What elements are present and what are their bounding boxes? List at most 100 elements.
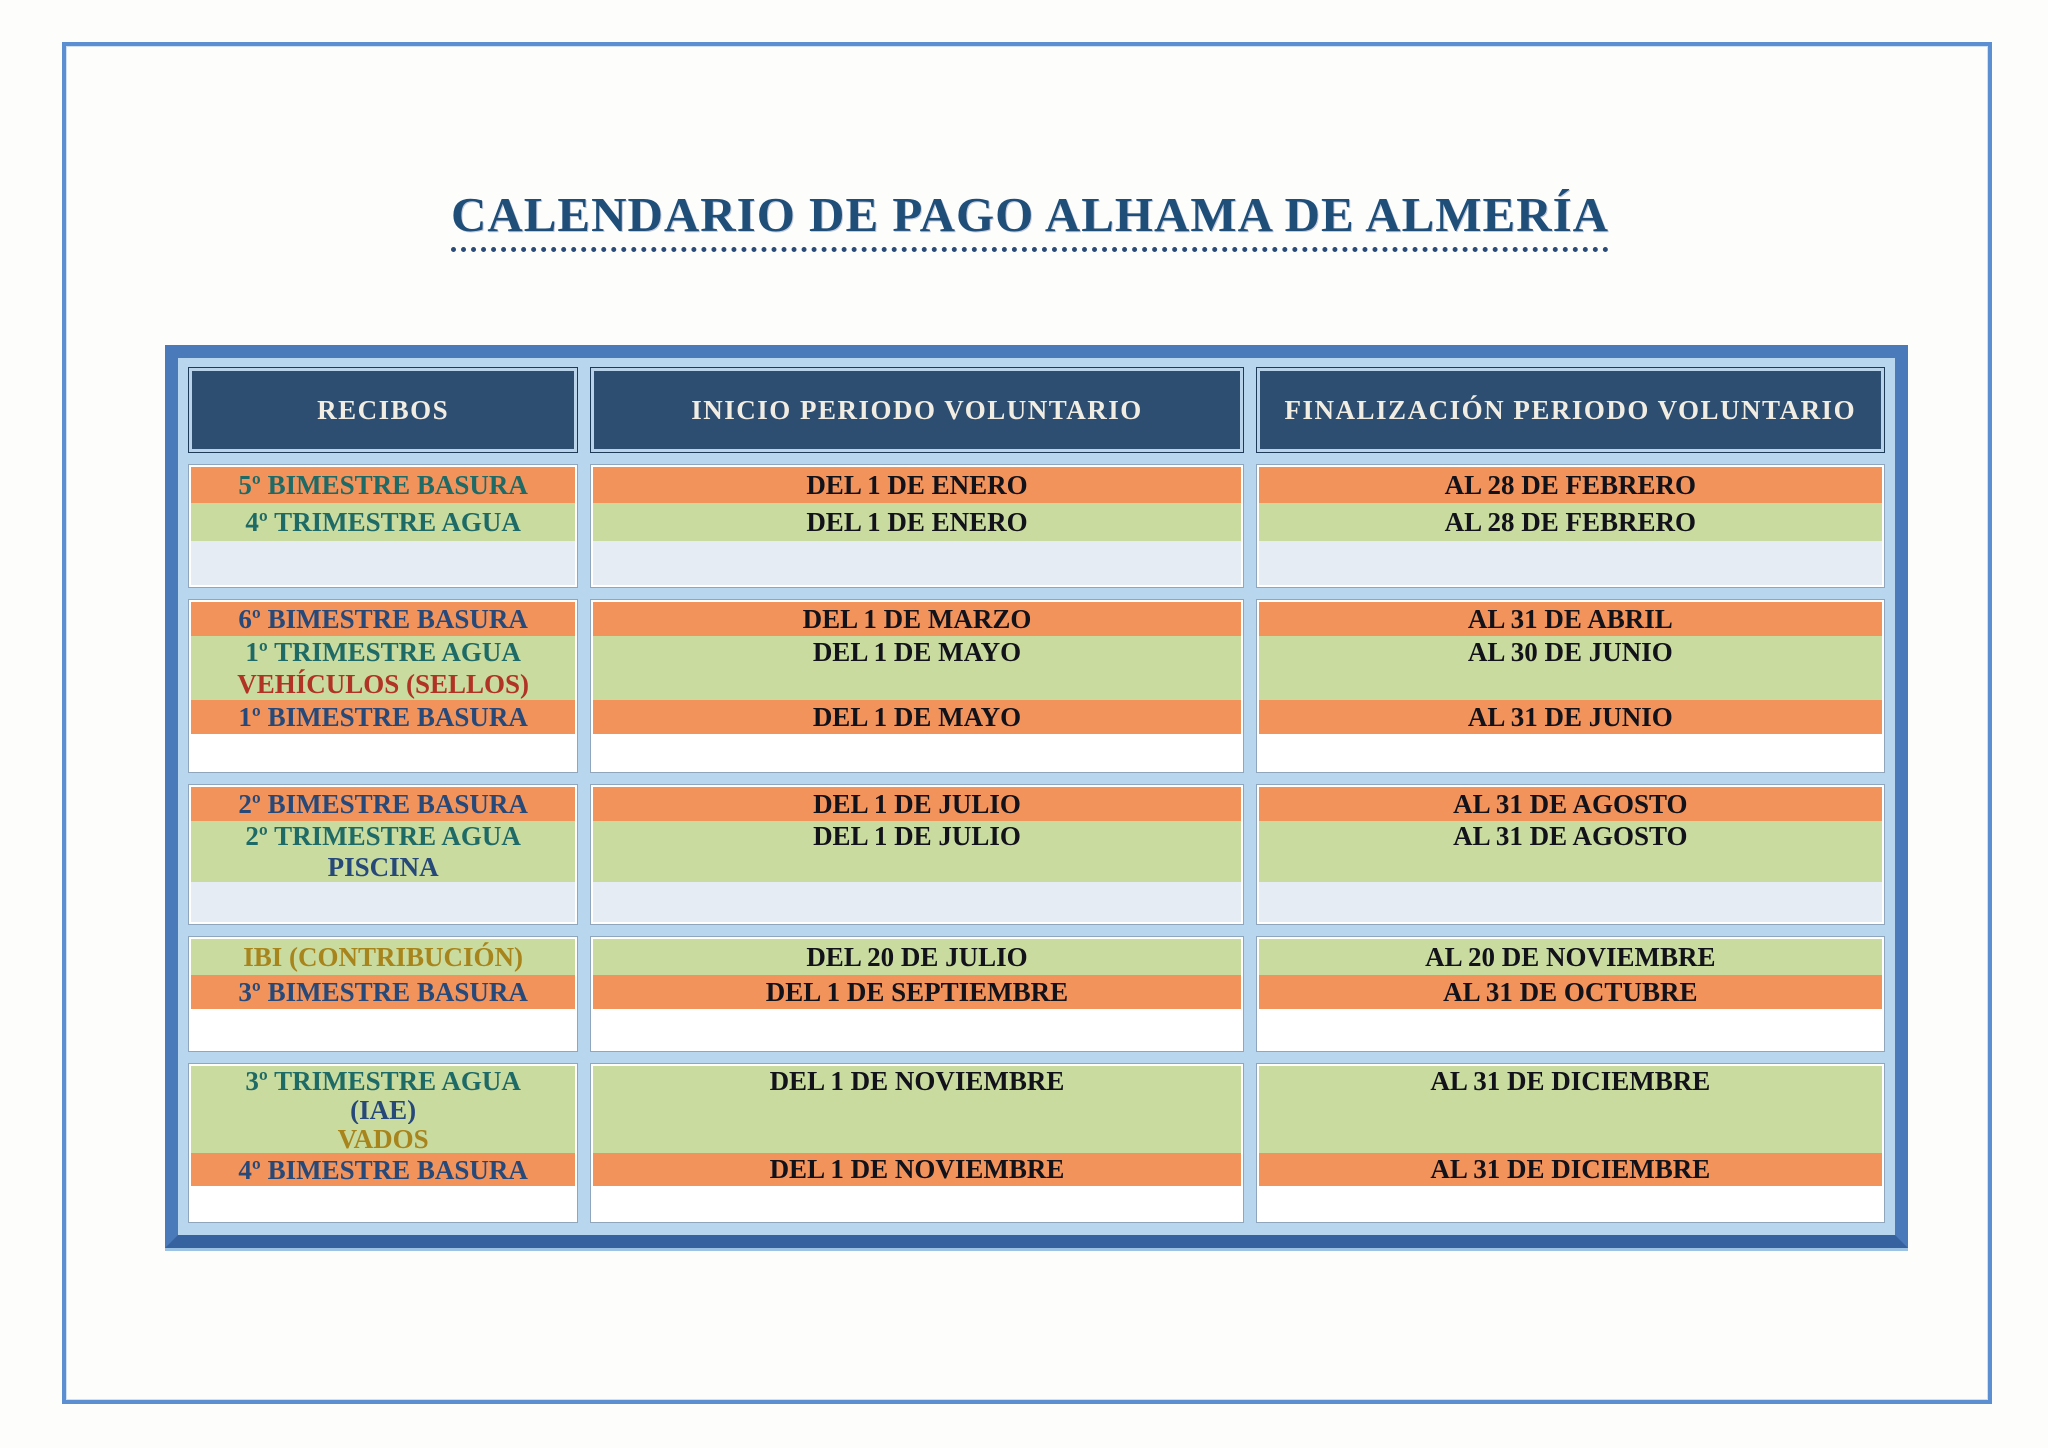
row-band: 3º BIMESTRE BASURA (191, 975, 576, 1009)
row-band: AL 28 DE FEBRERO (1258, 503, 1882, 541)
row-band: DEL 1 DE ENERO (593, 503, 1241, 541)
recibo-label: VADOS (337, 1123, 429, 1154)
row-band: DEL 1 DE NOVIEMBRE (593, 1153, 1241, 1186)
row-band: AL 31 DE DICIEMBRE (1258, 1153, 1882, 1186)
payment-calendar-table: RECIBOS INICIO PERIODO VOLUNTARIO FINALI… (165, 345, 1908, 1249)
row-band: DEL 1 DE MAYO (593, 636, 1241, 668)
row-band (593, 668, 1241, 700)
recibo-label: 2º TRIMESTRE AGUA (245, 821, 521, 852)
fin-label: AL 28 DE FEBRERO (1444, 469, 1696, 500)
row-band (191, 734, 576, 770)
row-band: DEL 1 DE ENERO (593, 467, 1241, 503)
block-cell-recibo: 6º BIMESTRE BASURA 1º TRIMESTRE AGUA VEHÍC… (188, 599, 579, 773)
fin-label: AL 31 DE OCTUBRE (1443, 976, 1698, 1007)
inicio-label: DEL 1 DE NOVIEMBRE (769, 1065, 1065, 1096)
table-header-row: RECIBOS INICIO PERIODO VOLUNTARIO FINALI… (188, 367, 1885, 453)
header-cell-recibos: RECIBOS (188, 367, 579, 453)
fin-label: AL 30 DE JUNIO (1467, 636, 1673, 667)
row-band (1258, 541, 1882, 585)
inicio-label: DEL 20 DE JULIO (806, 941, 1028, 972)
inicio-label: DEL 1 DE MAYO (812, 636, 1022, 667)
block-cell-fin: AL 31 DE DICIEMBRE AL 31 DE DICIEMBRE (1255, 1063, 1885, 1224)
page-border-frame (62, 42, 1992, 1404)
inicio-label: DEL 1 DE ENERO (806, 469, 1028, 500)
row-band: IBI (CONTRIBUCIÓN) (191, 939, 576, 975)
row-band: DEL 1 DE JULIO (593, 787, 1241, 821)
row-band: 1º TRIMESTRE AGUA (191, 636, 576, 668)
row-band: AL 31 DE ABRIL (1258, 602, 1882, 636)
fin-label: AL 28 DE FEBRERO (1444, 506, 1696, 537)
fin-label: AL 20 DE NOVIEMBRE (1425, 941, 1716, 972)
header-label: INICIO PERIODO VOLUNTARIO (691, 394, 1143, 425)
block-cell-fin: AL 28 DE FEBRERO AL 28 DE FEBRERO (1255, 464, 1885, 588)
row-band (593, 1009, 1241, 1049)
row-band (1258, 1186, 1882, 1220)
block-cell-inicio: DEL 20 DE JULIO DEL 1 DE SEPTIEMBRE (590, 936, 1244, 1052)
recibo-label: 5º BIMESTRE BASURA (238, 469, 528, 500)
block-cell-inicio: DEL 1 DE NOVIEMBRE DEL 1 DE NOVIEMBRE (590, 1063, 1244, 1224)
recibo-label: IBI (CONTRIBUCIÓN) (243, 941, 524, 972)
table-block: 3º TRIMESTRE AGUA (IAE) VADOS 4º BIMESTRE B… (188, 1063, 1885, 1224)
row-band: AL 31 DE AGOSTO (1258, 821, 1882, 852)
inicio-label: DEL 1 DE MARZO (802, 603, 1032, 634)
fin-label: AL 31 DE DICIEMBRE (1430, 1065, 1711, 1096)
recibo-label: 1º BIMESTRE BASURA (238, 701, 528, 732)
block-cell-inicio: DEL 1 DE MARZO DEL 1 DE MAYO DEL 1 DE MAYO (590, 599, 1244, 773)
recibo-label: 3º BIMESTRE BASURA (238, 976, 528, 1007)
table-block: 2º BIMESTRE BASURA 2º TRIMESTRE AGUA PISCI… (188, 784, 1885, 925)
recibo-label: 3º TRIMESTRE AGUA (245, 1065, 521, 1096)
inicio-label: DEL 1 DE JULIO (813, 821, 1021, 852)
row-band (593, 1186, 1241, 1220)
recibo-label: 2º BIMESTRE BASURA (238, 788, 528, 819)
row-band: DEL 20 DE JULIO (593, 939, 1241, 975)
table-block: 5º BIMESTRE BASURA 4º TRIMESTRE AGUA DEL 1… (188, 464, 1885, 588)
recibo-label: 1º TRIMESTRE AGUA (245, 636, 521, 667)
fin-label: AL 31 DE JUNIO (1467, 701, 1673, 732)
row-band: 1º BIMESTRE BASURA (191, 700, 576, 734)
row-band: AL 31 DE AGOSTO (1258, 787, 1882, 821)
row-band: AL 31 DE JUNIO (1258, 700, 1882, 734)
row-band: AL 20 DE NOVIEMBRE (1258, 939, 1882, 975)
row-band: DEL 1 DE MAYO (593, 700, 1241, 734)
page-title: CALENDARIO DE PAGO ALHAMA DE ALMERÍA (0, 186, 2048, 252)
block-cell-recibo: 2º BIMESTRE BASURA 2º TRIMESTRE AGUA PISCI… (188, 784, 579, 925)
row-band (191, 882, 576, 922)
block-cell-recibo: 5º BIMESTRE BASURA 4º TRIMESTRE AGUA (188, 464, 579, 588)
block-cell-inicio: DEL 1 DE JULIO DEL 1 DE JULIO (590, 784, 1244, 925)
row-band: DEL 1 DE JULIO (593, 821, 1241, 852)
recibo-label: 4º BIMESTRE BASURA (238, 1154, 528, 1185)
recibo-label: 4º TRIMESTRE AGUA (245, 506, 521, 537)
block-cell-fin: AL 20 DE NOVIEMBRE AL 31 DE OCTUBRE (1255, 936, 1885, 1052)
row-band (593, 541, 1241, 585)
block-cell-recibo: 3º TRIMESTRE AGUA (IAE) VADOS 4º BIMESTRE B… (188, 1063, 579, 1224)
block-cell-inicio: DEL 1 DE ENERO DEL 1 DE ENERO (590, 464, 1244, 588)
row-band (1258, 1096, 1882, 1124)
inicio-label: DEL 1 DE JULIO (813, 788, 1021, 819)
row-band (1258, 852, 1882, 882)
row-band (593, 882, 1241, 922)
row-band: 4º BIMESTRE BASURA (191, 1153, 576, 1187)
row-band: 2º BIMESTRE BASURA (191, 787, 576, 821)
fin-label: AL 31 DE DICIEMBRE (1430, 1154, 1711, 1185)
header-cell-inicio: INICIO PERIODO VOLUNTARIO (590, 367, 1244, 453)
table-blocks: 5º BIMESTRE BASURA 4º TRIMESTRE AGUA DEL 1… (188, 464, 1885, 1224)
row-band: VEHÍCULOS (SELLOS) (191, 668, 576, 700)
row-band (191, 1186, 576, 1221)
row-band: DEL 1 DE NOVIEMBRE (593, 1065, 1241, 1096)
row-band: 2º TRIMESTRE AGUA (191, 821, 576, 852)
row-band: DEL 1 DE SEPTIEMBRE (593, 975, 1241, 1009)
block-cell-recibo: IBI (CONTRIBUCIÓN) 3º BIMESTRE BASURA (188, 936, 579, 1052)
row-band: AL 31 DE DICIEMBRE (1258, 1065, 1882, 1096)
row-band: (IAE) (191, 1096, 576, 1124)
row-band (593, 1096, 1241, 1124)
row-band (1258, 1009, 1882, 1049)
table-block: IBI (CONTRIBUCIÓN) 3º BIMESTRE BASURA DEL … (188, 936, 1885, 1052)
recibo-label: VEHÍCULOS (SELLOS) (237, 668, 530, 699)
fin-label: AL 31 DE AGOSTO (1453, 821, 1688, 852)
row-band: VADOS (191, 1123, 576, 1154)
header-label: RECIBOS (317, 394, 450, 425)
row-band: AL 28 DE FEBRERO (1258, 467, 1882, 503)
row-band: 6º BIMESTRE BASURA (191, 602, 576, 636)
block-cell-fin: AL 31 DE ABRIL AL 30 DE JUNIO AL 31 DE JUN… (1255, 599, 1885, 773)
row-band (1258, 668, 1882, 700)
